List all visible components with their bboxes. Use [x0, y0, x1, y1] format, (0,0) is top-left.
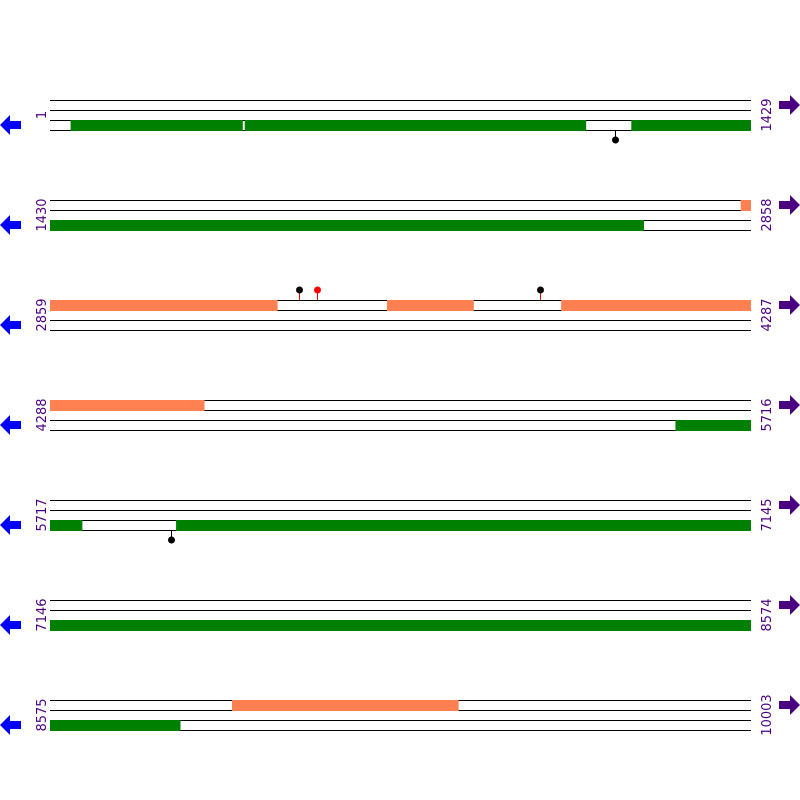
row-start-label: 5717: [35, 498, 50, 531]
cds-feature[interactable]: [631, 120, 751, 131]
arrow-right-icon[interactable]: [779, 395, 800, 415]
row-start-label: 8575: [35, 698, 50, 731]
cds-feature[interactable]: [50, 520, 83, 531]
site-marker-icon[interactable]: [314, 286, 321, 294]
arrow-right-icon[interactable]: [779, 495, 800, 515]
site-marker-icon[interactable]: [537, 286, 544, 294]
map-row: 7146 8574: [0, 595, 800, 635]
row-start-label: 1: [35, 111, 50, 119]
map-row: 1430 2858: [0, 195, 800, 235]
cds-feature[interactable]: [50, 220, 645, 231]
row-start-label: 7146: [35, 598, 50, 631]
arrow-left-icon[interactable]: [0, 715, 21, 735]
region-feature[interactable]: [231, 700, 459, 711]
map-row: 5717 7145: [0, 495, 800, 544]
cds-feature[interactable]: [176, 520, 751, 531]
row-start-label: 1430: [35, 198, 50, 231]
cds-feature[interactable]: [244, 120, 587, 131]
row-end-label: 4287: [760, 298, 775, 331]
arrow-right-icon[interactable]: [779, 195, 800, 215]
row-end-label: 10003: [760, 694, 775, 735]
arrow-left-icon[interactable]: [0, 415, 21, 435]
row-end-label: 7145: [760, 498, 775, 531]
site-marker-icon[interactable]: [296, 286, 303, 294]
site-marker-icon[interactable]: [612, 136, 619, 144]
map-row: 2859 4287: [0, 286, 800, 335]
row-end-label: 8574: [760, 598, 775, 631]
region-feature[interactable]: [387, 300, 474, 311]
arrow-right-icon[interactable]: [779, 295, 800, 315]
arrow-left-icon[interactable]: [0, 615, 21, 635]
cds-feature[interactable]: [50, 620, 751, 631]
cds-feature[interactable]: [70, 120, 243, 131]
row-end-label: 5716: [760, 398, 775, 431]
cds-feature[interactable]: [50, 720, 181, 731]
cds-feature[interactable]: [675, 420, 751, 431]
row-end-label: 2858: [760, 198, 775, 231]
site-marker-icon[interactable]: [168, 536, 175, 544]
region-feature[interactable]: [50, 400, 205, 411]
row-start-label: 4288: [35, 398, 50, 431]
row-start-label: 2859: [35, 298, 50, 331]
arrow-left-icon[interactable]: [0, 215, 21, 235]
arrow-right-icon[interactable]: [779, 95, 800, 115]
map-row: 8575 10003: [0, 694, 800, 736]
region-feature[interactable]: [561, 300, 751, 311]
arrow-left-icon[interactable]: [0, 515, 21, 535]
arrow-right-icon[interactable]: [779, 695, 800, 715]
map-row: 4288 5716: [0, 395, 800, 435]
arrow-left-icon[interactable]: [0, 315, 21, 335]
map-row: 1 1429: [0, 95, 800, 144]
region-feature[interactable]: [50, 300, 278, 311]
arrow-right-icon[interactable]: [779, 595, 800, 615]
row-end-label: 1429: [760, 98, 775, 131]
region-feature[interactable]: [740, 200, 751, 211]
arrow-left-icon[interactable]: [0, 115, 21, 135]
